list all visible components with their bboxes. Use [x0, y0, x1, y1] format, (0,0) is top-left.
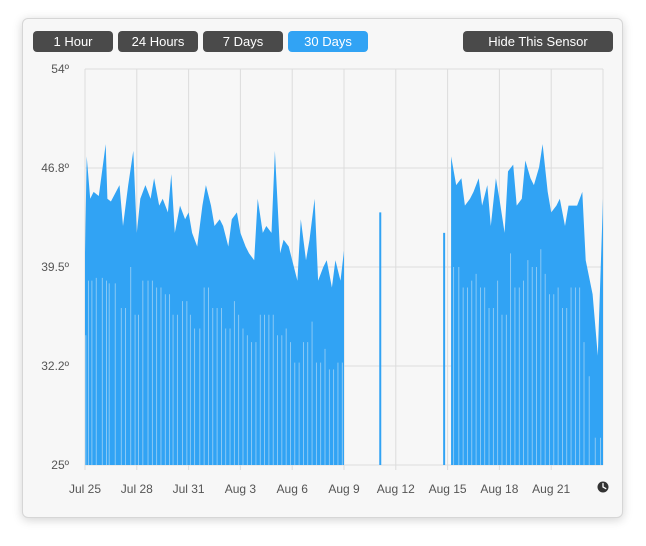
y-tick-label: 39.5º — [41, 260, 69, 274]
data-spike — [379, 212, 382, 465]
y-tick-label: 46.8º — [41, 161, 69, 175]
range-7-days-button[interactable]: 7 Days — [203, 31, 283, 52]
range-24-hours-button[interactable]: 24 Hours — [118, 31, 198, 52]
temperature-area-series — [85, 144, 344, 465]
y-tick-label: 25º — [51, 458, 69, 472]
y-axis-labels: 54º 46.8º 39.5º 32.2º 25º — [41, 62, 69, 472]
temperature-chart: 54º 46.8º 39.5º 32.2º 25º Jul 25 Jul 28 Jul 31… — [41, 62, 609, 496]
x-tick-label: Aug 3 — [225, 482, 257, 496]
x-tick-label: Aug 9 — [328, 482, 360, 496]
hide-sensor-button[interactable]: Hide This Sensor — [463, 31, 613, 52]
y-tick-label: 32.2º — [41, 359, 69, 373]
x-tick-label: Aug 12 — [377, 482, 415, 496]
y-tick-label: 54º — [51, 62, 69, 76]
sensor-history-panel: 1 Hour 24 Hours 7 Days 30 Days Hide This… — [22, 18, 623, 518]
data-spike — [443, 232, 446, 465]
range-30-days-button[interactable]: 30 Days — [288, 31, 368, 52]
temperature-area-series — [451, 144, 603, 465]
x-tick-label: Jul 28 — [121, 482, 153, 496]
x-tick-label: Aug 21 — [532, 482, 570, 496]
x-axis-labels: Jul 25 Jul 28 Jul 31 Aug 3 Aug 6 Aug 9 Aug 12 A… — [69, 482, 571, 496]
x-tick-label: Aug 6 — [277, 482, 309, 496]
x-tick-label: Jul 31 — [173, 482, 205, 496]
range-1-hour-button[interactable]: 1 Hour — [33, 31, 113, 52]
x-tick-label: Aug 15 — [429, 482, 467, 496]
x-tick-label: Aug 18 — [480, 482, 518, 496]
chart-area-layer — [85, 144, 603, 465]
clock-icon[interactable] — [597, 481, 609, 493]
x-tick-label: Jul 25 — [69, 482, 101, 496]
